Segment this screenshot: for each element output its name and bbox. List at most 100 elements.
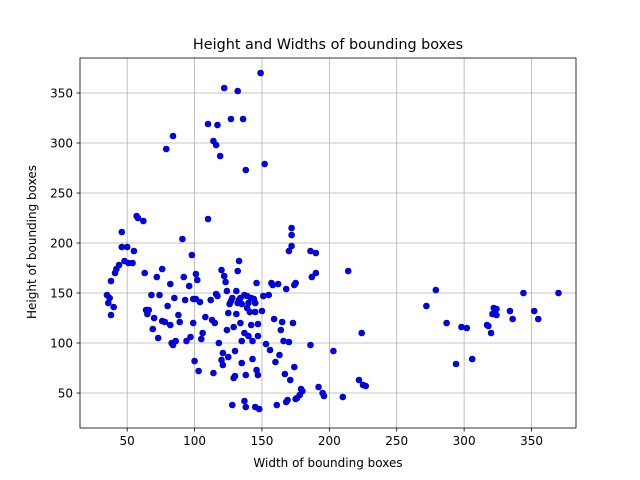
y-tick-label: 50	[58, 387, 73, 401]
scatter-point	[288, 242, 295, 250]
scatter-point	[432, 286, 440, 294]
grid-layer	[80, 58, 576, 428]
scatter-point	[241, 397, 248, 405]
scatter-point	[258, 307, 266, 315]
scatter-point	[339, 393, 347, 401]
scatter-point	[153, 273, 161, 281]
scatter-point	[204, 120, 212, 128]
scatter-point	[238, 300, 246, 308]
scatter-point	[280, 337, 287, 345]
scatter-point	[141, 269, 148, 277]
scatter-point	[214, 121, 221, 129]
scatter-point	[188, 251, 196, 259]
scatter-point	[315, 383, 322, 391]
scatter-point	[115, 261, 123, 269]
scatter-point	[485, 322, 492, 330]
scatter-point	[463, 324, 471, 332]
scatter-point	[224, 353, 232, 361]
y-tick-label: 350	[50, 87, 73, 101]
scatter-point	[292, 279, 299, 287]
scatter-point	[255, 405, 263, 413]
scatter-point	[249, 337, 256, 345]
scatter-point	[253, 279, 260, 287]
scatter-point	[276, 351, 283, 359]
scatter-point	[452, 360, 460, 368]
y-tick-label: 100	[50, 337, 73, 351]
scatter-point	[199, 329, 206, 337]
scatter-point	[118, 228, 126, 236]
scatter-point	[148, 291, 155, 299]
scatter-point	[219, 361, 227, 369]
points-layer	[103, 69, 562, 413]
scatter-point	[261, 160, 268, 168]
scatter-point	[270, 315, 278, 323]
scatter-point	[180, 273, 188, 281]
scatter-point	[233, 310, 240, 318]
scatter-point	[187, 333, 194, 341]
scatter-point	[282, 285, 290, 293]
scatter-point	[245, 299, 252, 307]
scatter-point	[555, 289, 562, 297]
x-tick-label: 50	[120, 434, 135, 448]
scatter-point	[211, 319, 219, 327]
scatter-point	[175, 311, 182, 319]
scatter-point	[171, 294, 178, 302]
scatter-point	[215, 339, 223, 347]
scatter-point	[254, 332, 262, 340]
scatter-point	[167, 321, 174, 329]
scatter-point	[129, 259, 136, 267]
scatter-point	[130, 247, 138, 255]
scatter-point	[227, 115, 235, 123]
scatter-point	[191, 357, 198, 365]
scatter-point	[167, 280, 174, 288]
scatter-point	[242, 403, 250, 411]
scatter-point	[260, 292, 267, 300]
scatter-point	[134, 214, 142, 222]
scatter-point	[161, 318, 169, 326]
scatter-point	[245, 332, 252, 340]
x-tick-label: 350	[520, 434, 543, 448]
scatter-point	[254, 371, 262, 379]
scatter-point	[149, 325, 157, 333]
scatter-point	[220, 272, 228, 280]
scatter-point	[277, 326, 285, 334]
scatter-point	[262, 340, 270, 348]
x-tick-label: 250	[385, 434, 408, 448]
scatter-point	[291, 363, 298, 371]
scatter-point	[234, 87, 241, 95]
chart-title: Height and Widths of bounding boxes	[193, 37, 463, 53]
scatter-point	[123, 243, 131, 251]
scatter-point	[509, 315, 516, 323]
scatter-point	[218, 266, 225, 274]
scatter-point	[493, 311, 500, 319]
y-tick-label: 150	[50, 287, 73, 301]
scatter-point	[487, 329, 495, 337]
y-tick-label: 250	[50, 187, 73, 201]
scatter-point	[520, 289, 527, 297]
scatter-point	[223, 326, 231, 334]
scatter-point	[110, 303, 117, 311]
scatter-point	[196, 298, 204, 306]
x-tick-label: 150	[251, 434, 274, 448]
scatter-point	[534, 315, 542, 323]
scatter-point	[229, 401, 236, 409]
scatter-point	[140, 217, 147, 225]
scatter-point	[238, 337, 246, 345]
scatter-point	[193, 276, 201, 284]
scatter-point	[530, 307, 538, 315]
scatter-point	[286, 376, 294, 384]
scatter-point	[172, 337, 179, 345]
scatter-point	[189, 319, 197, 327]
scatter-point	[222, 278, 229, 286]
scatter-point	[235, 257, 243, 265]
scatter-point	[219, 349, 227, 357]
scatter-point	[106, 294, 113, 302]
scatter-point	[230, 323, 237, 331]
y-axis-label: Height of bounding boxes	[25, 165, 39, 319]
scatter-point	[265, 291, 272, 299]
scatter-point	[183, 337, 190, 345]
scatter-point	[107, 277, 115, 285]
scatter-point	[164, 302, 171, 310]
scatter-point	[284, 396, 291, 404]
